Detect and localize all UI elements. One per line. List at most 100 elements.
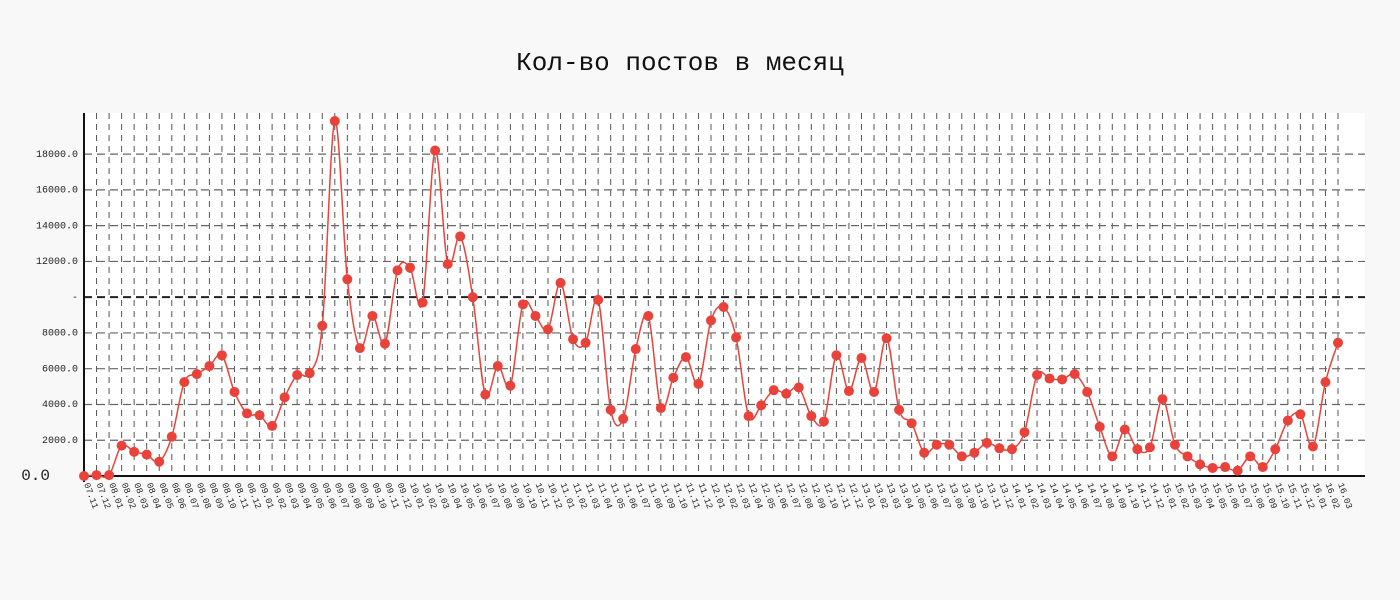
- data-point: [1220, 462, 1231, 473]
- data-point: [1257, 462, 1268, 473]
- data-point: [141, 449, 152, 460]
- data-point: [104, 470, 115, 481]
- data-point: [430, 145, 441, 156]
- data-point: [455, 231, 466, 242]
- data-point: [292, 369, 303, 380]
- data-point: [354, 343, 365, 354]
- data-point: [605, 404, 616, 415]
- data-point: [1006, 444, 1017, 455]
- data-point: [304, 368, 315, 379]
- y-tick-label: -: [72, 293, 78, 304]
- data-point: [467, 292, 478, 303]
- data-point: [580, 337, 591, 348]
- data-point: [166, 431, 177, 442]
- data-point: [1119, 424, 1130, 435]
- data-point: [618, 413, 629, 424]
- data-point: [931, 439, 942, 450]
- data-point: [1195, 459, 1206, 470]
- data-point: [1295, 409, 1306, 420]
- data-point: [668, 372, 679, 383]
- data-point: [793, 382, 804, 393]
- data-point: [1157, 394, 1168, 405]
- data-point: [405, 262, 416, 273]
- data-point: [191, 369, 202, 380]
- data-point: [1107, 451, 1118, 462]
- data-point: [818, 416, 829, 427]
- data-point: [116, 440, 127, 451]
- data-point: [956, 451, 967, 462]
- data-point: [856, 352, 867, 363]
- data-point: [79, 471, 89, 481]
- data-point: [492, 361, 503, 372]
- data-point: [919, 447, 930, 458]
- y-tick-label: 16000.0: [36, 186, 78, 197]
- data-point: [417, 297, 428, 308]
- data-point: [480, 389, 491, 400]
- plot-area: [84, 113, 1365, 476]
- data-point: [706, 315, 716, 326]
- data-point: [555, 277, 566, 288]
- data-point: [906, 418, 917, 429]
- data-point: [379, 338, 390, 349]
- data-point: [1282, 415, 1293, 426]
- data-point: [969, 447, 980, 458]
- data-point: [1333, 337, 1343, 348]
- data-point: [1169, 439, 1180, 450]
- data-point: [1144, 442, 1155, 453]
- y-tick-label: 18000.0: [36, 150, 78, 161]
- data-point: [1207, 462, 1218, 473]
- data-point: [154, 456, 165, 467]
- data-point: [843, 386, 854, 397]
- data-point: [944, 439, 955, 450]
- data-point: [216, 350, 227, 361]
- data-point: [1032, 369, 1043, 380]
- data-point: [768, 385, 779, 396]
- y-tick-label: 8000.0: [42, 329, 78, 340]
- data-point: [718, 302, 729, 313]
- y-tick-label: 14000.0: [36, 221, 78, 232]
- data-point: [530, 310, 541, 321]
- data-point: [831, 350, 842, 361]
- data-point: [894, 404, 905, 415]
- data-point: [1132, 444, 1143, 455]
- data-point: [329, 116, 340, 127]
- data-point: [505, 380, 516, 391]
- data-point: [593, 294, 604, 305]
- data-point: [1044, 373, 1055, 384]
- y-tick-label: 2000.0: [42, 436, 78, 447]
- data-point: [994, 443, 1005, 454]
- data-point: [630, 344, 641, 355]
- data-point: [731, 332, 742, 343]
- data-point: [1270, 444, 1281, 455]
- data-point: [806, 411, 817, 422]
- data-point: [342, 274, 353, 285]
- data-point: [392, 265, 403, 276]
- data-point: [1082, 386, 1093, 397]
- data-point: [680, 352, 691, 363]
- data-point: [279, 392, 290, 403]
- data-point: [179, 377, 190, 388]
- chart-title: Кол-во постов в месяц: [516, 48, 844, 78]
- data-point: [1069, 369, 1080, 380]
- y-tick-label: 6000.0: [42, 364, 78, 375]
- data-point: [229, 386, 240, 397]
- data-point: [1232, 465, 1243, 476]
- data-point: [568, 334, 579, 345]
- data-point: [1019, 427, 1030, 438]
- data-point: [1094, 421, 1105, 432]
- data-point: [242, 408, 253, 419]
- data-point: [442, 259, 453, 270]
- data-point: [1057, 374, 1068, 385]
- data-point: [881, 333, 892, 344]
- data-point: [91, 470, 102, 481]
- data-point: [643, 310, 654, 321]
- data-point: [981, 437, 992, 448]
- data-point: [1320, 377, 1331, 388]
- data-point: [267, 420, 278, 431]
- data-point: [756, 400, 767, 411]
- data-point: [1307, 441, 1318, 452]
- data-point: [781, 388, 792, 399]
- data-point: [317, 320, 328, 331]
- data-point: [743, 411, 754, 422]
